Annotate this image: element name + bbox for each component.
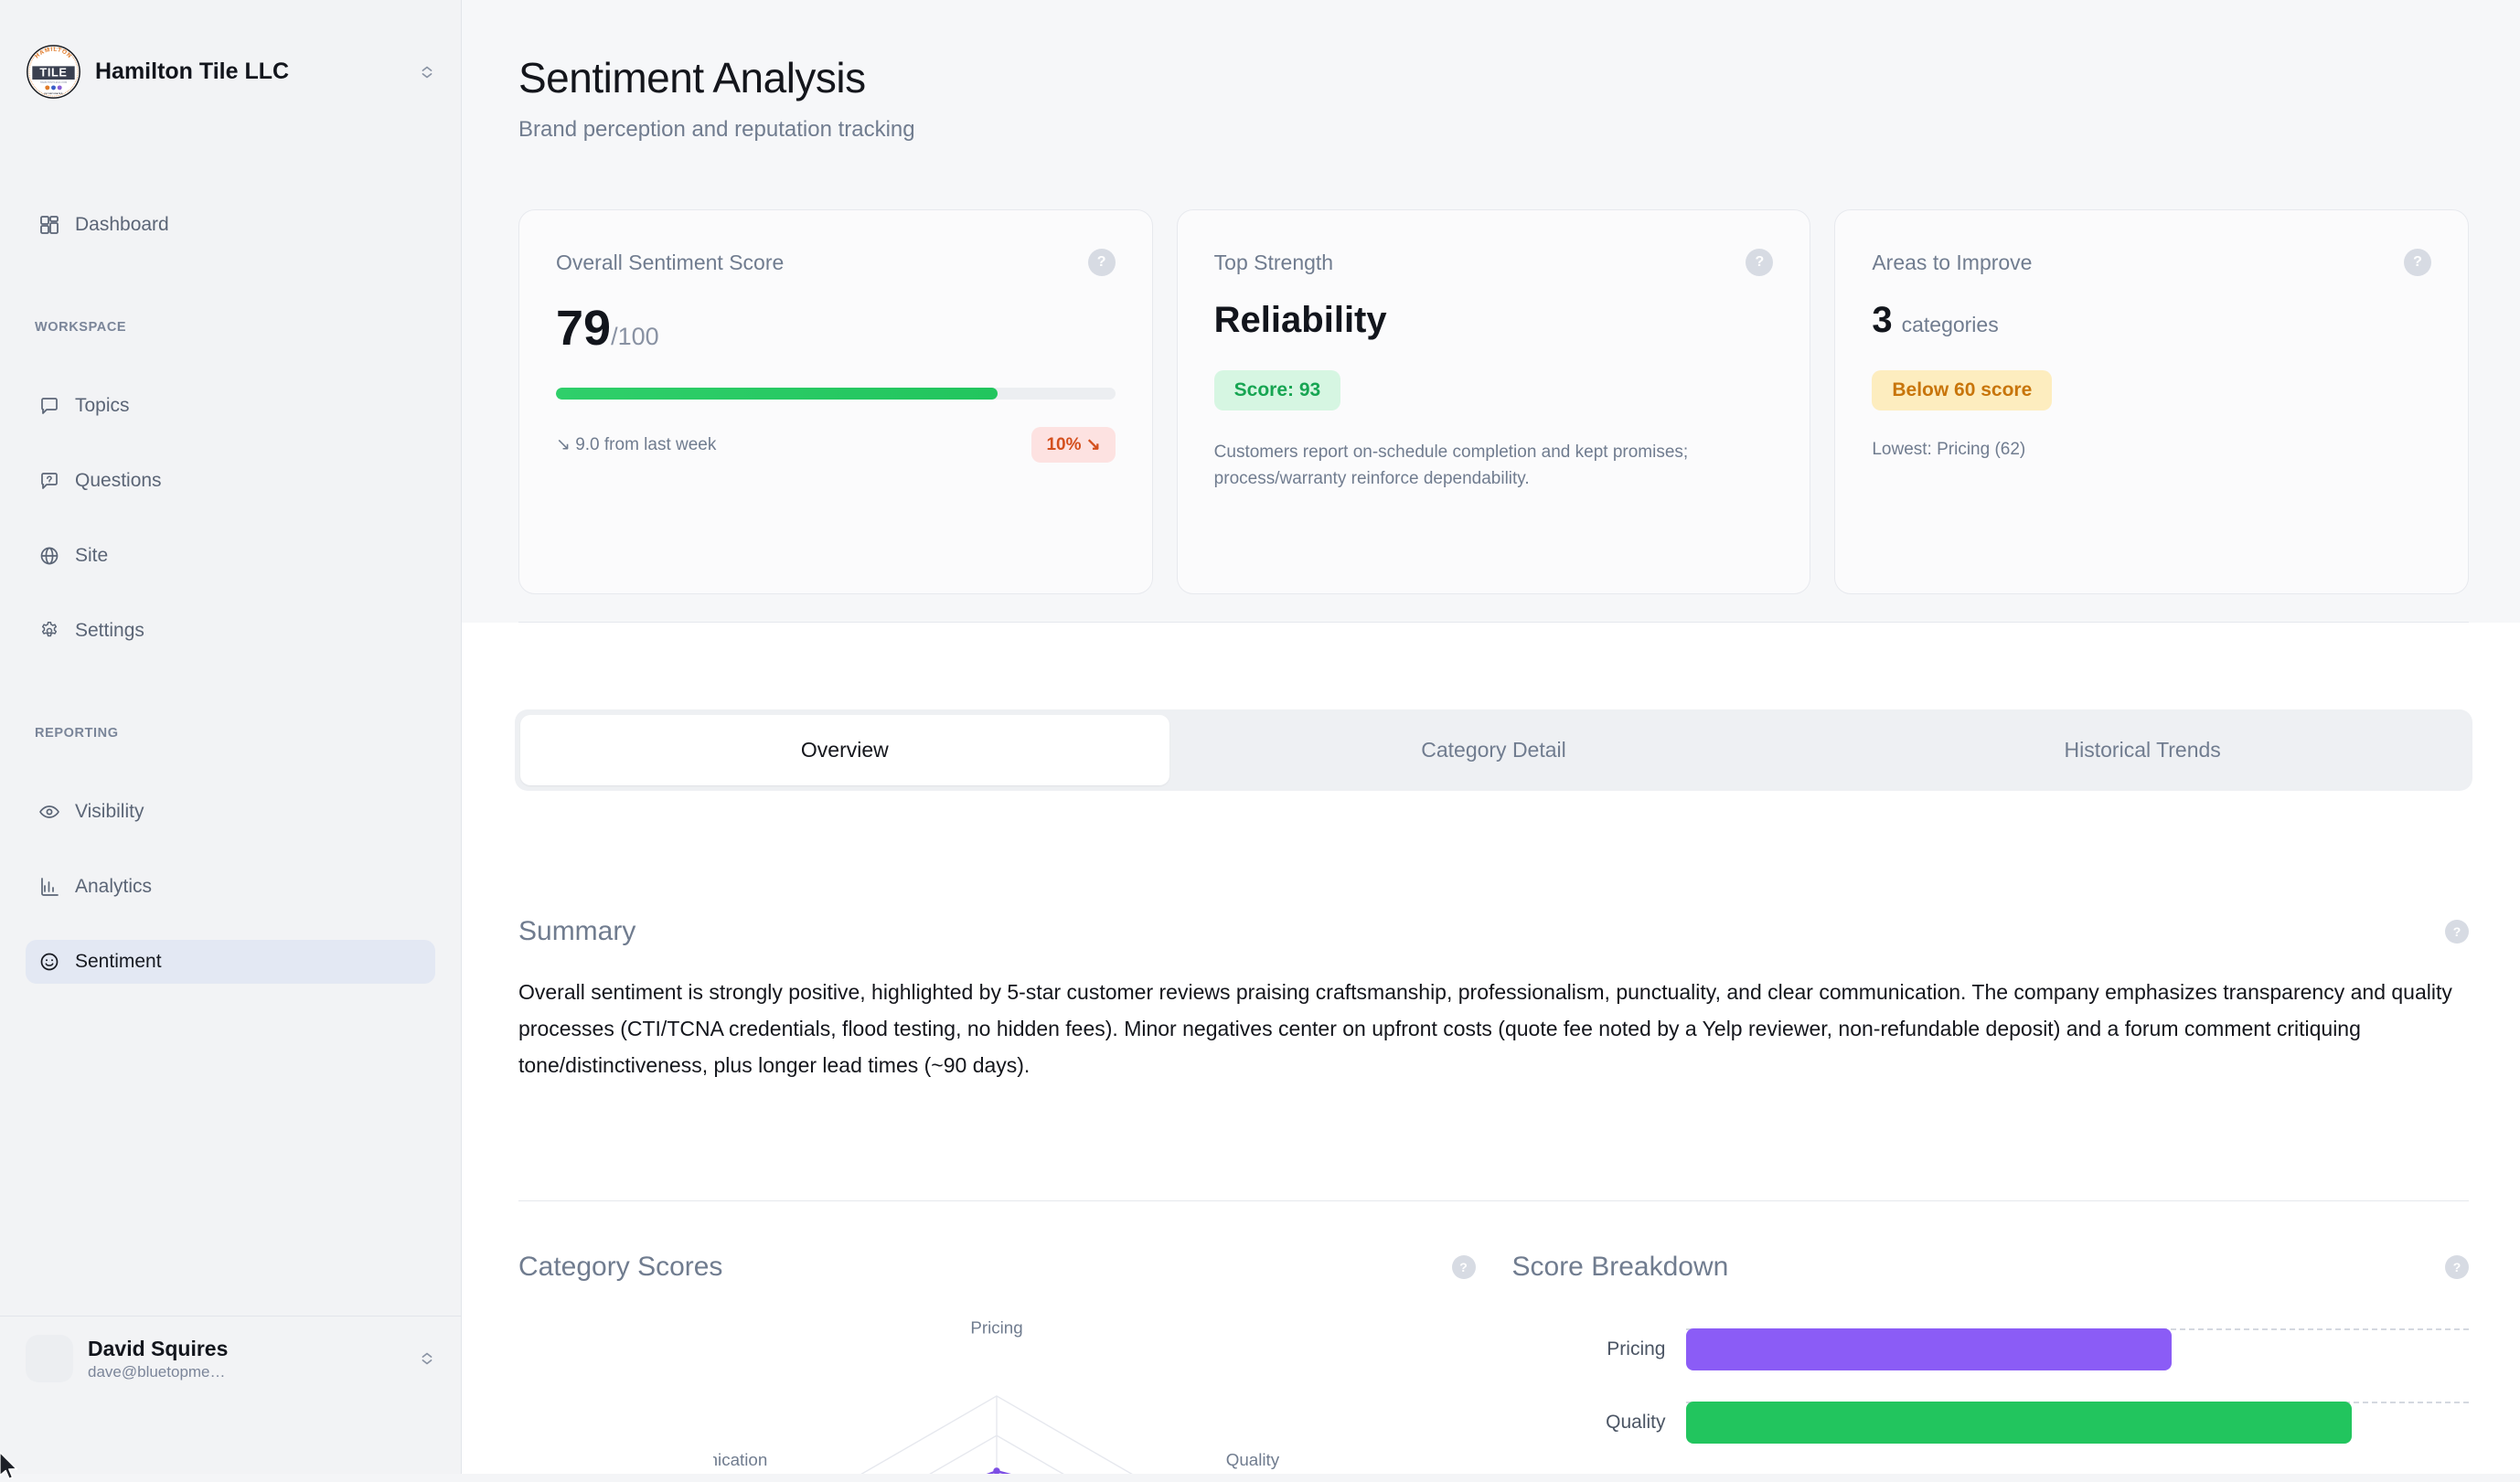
svg-text:Pricing: Pricing xyxy=(971,1318,1023,1338)
svg-text:Quality: Quality xyxy=(1226,1451,1280,1470)
svg-text:INCORPORATED: INCORPORATED xyxy=(44,92,62,95)
svg-text:TILE: TILE xyxy=(39,66,67,80)
svg-text:HAMILTONTILEGA.COM: HAMILTONTILEGA.COM xyxy=(40,80,67,84)
svg-text:Communication: Communication xyxy=(713,1451,767,1470)
